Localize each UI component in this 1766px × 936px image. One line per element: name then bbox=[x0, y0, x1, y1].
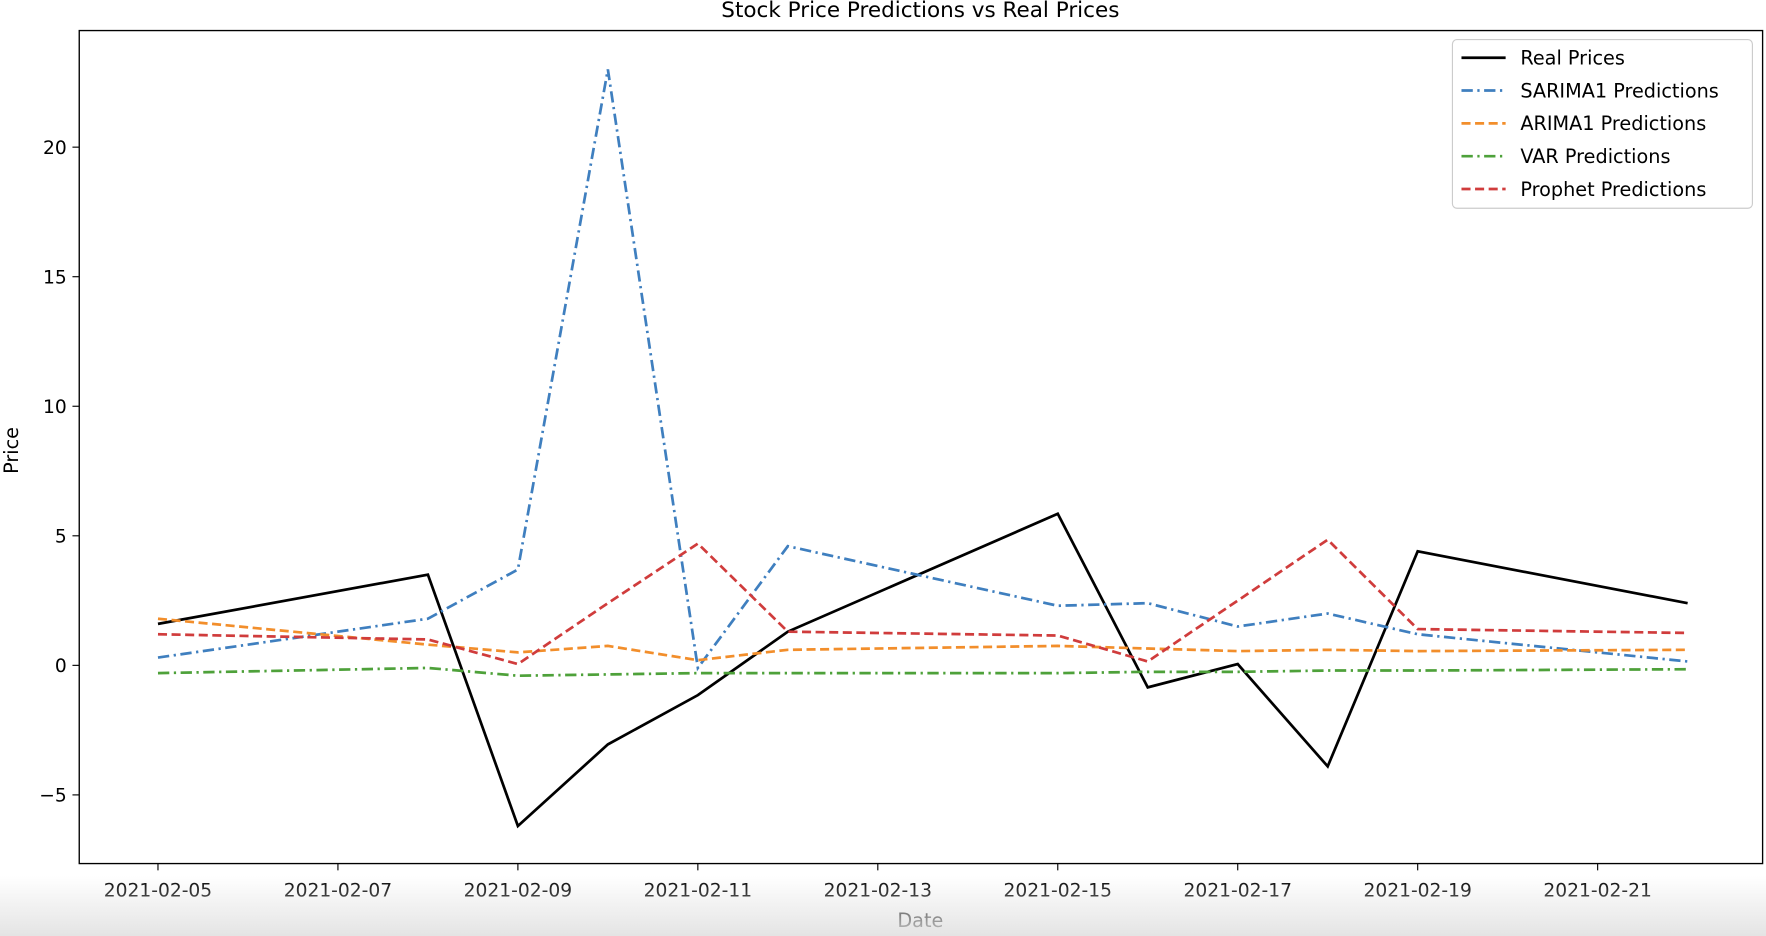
x-axis: 2021-02-05 2021-02-07 2021-02-09 2021-02-11… bbox=[104, 863, 1652, 901]
x-tick-label: 2021-02-11 bbox=[644, 880, 752, 901]
legend-entry: SARIMA1 Predictions bbox=[1520, 79, 1718, 102]
legend-box bbox=[1451, 39, 1753, 209]
series-lines bbox=[157, 69, 1688, 829]
x-tick-label: 2021-02-09 bbox=[464, 880, 572, 901]
y-tick-label: −5 bbox=[39, 786, 67, 807]
y-tick-label: 15 bbox=[43, 267, 67, 288]
series-line-arima1-predictions bbox=[157, 617, 1688, 662]
legend-entry: Prophet Predictions bbox=[1520, 178, 1706, 201]
legend-entry: ARIMA1 Predictions bbox=[1520, 112, 1706, 135]
series-line-real-prices bbox=[157, 512, 1688, 829]
legend-entry: VAR Predictions bbox=[1520, 145, 1670, 168]
x-tick-label: 2021-02-13 bbox=[824, 880, 932, 901]
legend: Real Prices SARIMA1 Predictions ARIMA1 Pre… bbox=[1451, 39, 1753, 209]
x-axis-label: Date bbox=[897, 909, 943, 932]
y-tick-label: 20 bbox=[43, 138, 67, 159]
y-tick-label: 0 bbox=[55, 656, 67, 677]
series-line-sarima1-predictions bbox=[157, 69, 1688, 672]
plot-area bbox=[78, 29, 1764, 865]
x-tick-label: 2021-02-07 bbox=[284, 880, 392, 901]
x-tick-label: 2021-02-15 bbox=[1004, 880, 1112, 901]
y-tick-label: 10 bbox=[43, 397, 67, 418]
chart-title: Stock Price Predictions vs Real Prices bbox=[721, 0, 1119, 23]
y-axis: −5 0 5 10 15 20 bbox=[39, 138, 80, 807]
x-tick-label: 2021-02-21 bbox=[1543, 880, 1651, 901]
x-tick-label: 2021-02-19 bbox=[1363, 880, 1471, 901]
y-axis-label: Price bbox=[0, 427, 23, 474]
series-line-prophet-predictions bbox=[157, 537, 1688, 666]
x-tick-label: 2021-02-05 bbox=[104, 880, 212, 901]
series-line-var-predictions bbox=[157, 666, 1688, 678]
x-tick-label: 2021-02-17 bbox=[1184, 880, 1292, 901]
legend-entry: Real Prices bbox=[1520, 47, 1625, 70]
y-tick-label: 5 bbox=[55, 527, 67, 548]
